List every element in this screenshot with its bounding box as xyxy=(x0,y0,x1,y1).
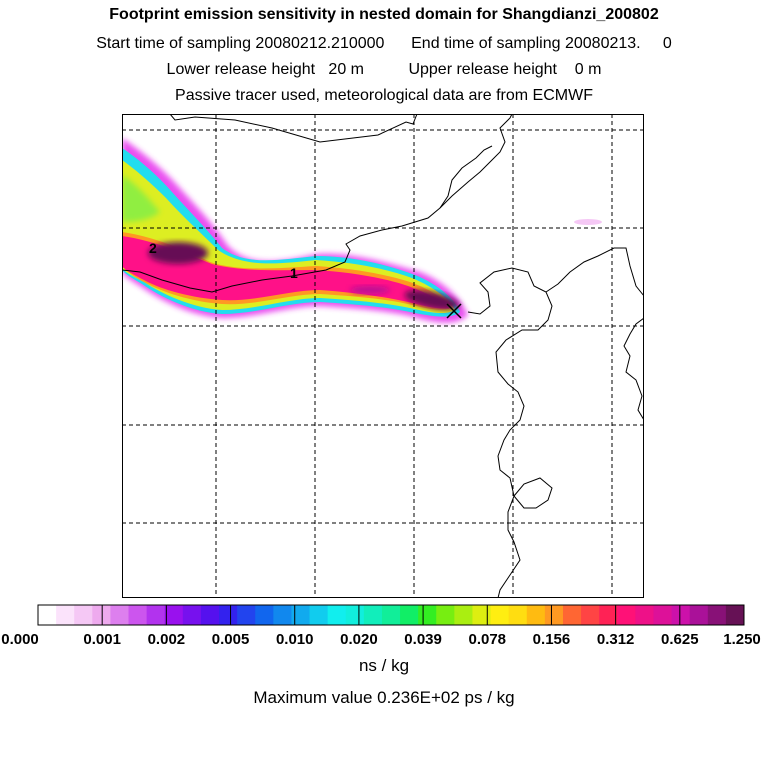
colorbar-swatch xyxy=(617,605,636,625)
coastlines xyxy=(122,114,644,598)
map-title: Footprint emission sensitivity in nested… xyxy=(109,6,659,23)
plume-green-core xyxy=(122,175,160,222)
release-site-x-icon xyxy=(446,303,462,319)
colorbar-swatch xyxy=(146,605,166,625)
colorbar-swatch xyxy=(92,605,111,625)
colorbar-swatch xyxy=(599,605,618,625)
coast-shandong xyxy=(513,477,553,509)
colorbar-tick-label: 1.250 xyxy=(723,631,761,648)
colorbar-tick-label: 0.000 xyxy=(1,631,39,648)
colorbar-tick-label: 0.020 xyxy=(340,631,378,648)
colorbar-swatch xyxy=(110,605,130,625)
coast-liaodong xyxy=(545,247,644,297)
colorbar-tick-label: 0.156 xyxy=(532,631,571,648)
release-height-line: Lower release height 20 m Upper release … xyxy=(166,61,602,78)
gridlines xyxy=(122,114,644,598)
colorbar-swatch xyxy=(725,605,745,625)
colorbar-swatch xyxy=(400,605,419,625)
coast-korea xyxy=(623,317,644,421)
colorbar-swatch xyxy=(200,605,220,625)
day-marker-1: 1 xyxy=(290,265,298,281)
plume-layer xyxy=(122,138,602,323)
border-line-north xyxy=(169,114,418,143)
unit-label: ns / kg xyxy=(358,656,410,675)
colorbar-swatch xyxy=(345,605,365,625)
colorbar-swatch xyxy=(707,605,727,625)
colorbar-swatch xyxy=(38,605,57,625)
colorbar-tick-label: 0.312 xyxy=(596,631,635,648)
colorbar-swatch xyxy=(363,605,383,625)
colorbar-swatch xyxy=(581,605,600,625)
day-marker-2: 2 xyxy=(149,240,157,256)
colorbar-swatch xyxy=(544,605,564,625)
plume-stray-patch xyxy=(574,219,602,225)
colorbar-tick-label: 0.001 xyxy=(83,631,121,648)
colorbar-tick-label: 0.002 xyxy=(147,631,186,648)
maximum-value-label: Maximum value 0.236E+02 ps / kg xyxy=(253,688,515,707)
colorbar-swatch xyxy=(653,605,673,625)
plume-core-east xyxy=(404,290,460,310)
border-line-south xyxy=(122,114,513,293)
colorbar-swatch xyxy=(237,605,256,625)
colorbar-swatch xyxy=(164,605,184,625)
sampling-time-line: Start time of sampling 20080212.210000 E… xyxy=(96,35,672,52)
colorbar-swatch xyxy=(56,605,75,625)
colorbar-swatch xyxy=(436,605,455,625)
colorbar-swatch xyxy=(309,605,329,625)
tracer-info-line: Passive tracer used, meteorological data… xyxy=(175,87,593,104)
colorbar-tick-label: 0.005 xyxy=(211,631,250,648)
colorbar-swatch xyxy=(418,605,437,625)
colorbar-swatch xyxy=(689,605,709,625)
colorbar-swatch xyxy=(562,605,582,625)
plume-core-west xyxy=(148,242,208,264)
colorbar xyxy=(37,604,745,626)
colorbar-swatch xyxy=(490,605,510,625)
colorbar-swatch xyxy=(671,605,691,625)
colorbar-swatch xyxy=(219,605,238,625)
colorbar-swatch xyxy=(526,605,546,625)
colorbar-swatch xyxy=(128,605,148,625)
coast-bohai xyxy=(467,267,553,598)
colorbar-swatch xyxy=(273,605,292,625)
colorbar-tick-label: 0.625 xyxy=(661,631,699,648)
colorbar-tick-label: 0.039 xyxy=(404,631,442,648)
colorbar-swatch xyxy=(635,605,654,625)
colorbar-swatch xyxy=(508,605,528,625)
colorbar-swatch xyxy=(472,605,492,625)
map-frame xyxy=(122,114,644,598)
colorbar-swatch xyxy=(327,605,347,625)
colorbar-frame xyxy=(37,604,745,626)
colorbar-tick-label: 0.010 xyxy=(275,631,314,648)
colorbar-swatch xyxy=(381,605,401,625)
colorbar-swatch xyxy=(74,605,93,625)
colorbar-swatch xyxy=(255,605,274,625)
colorbar-swatch xyxy=(182,605,202,625)
colorbar-swatch xyxy=(454,605,473,625)
coast-north-inlet xyxy=(439,145,493,209)
colorbar-swatch xyxy=(291,605,311,625)
colorbar-tick-label: 0.078 xyxy=(468,631,507,648)
plume-core-mid xyxy=(350,286,390,294)
